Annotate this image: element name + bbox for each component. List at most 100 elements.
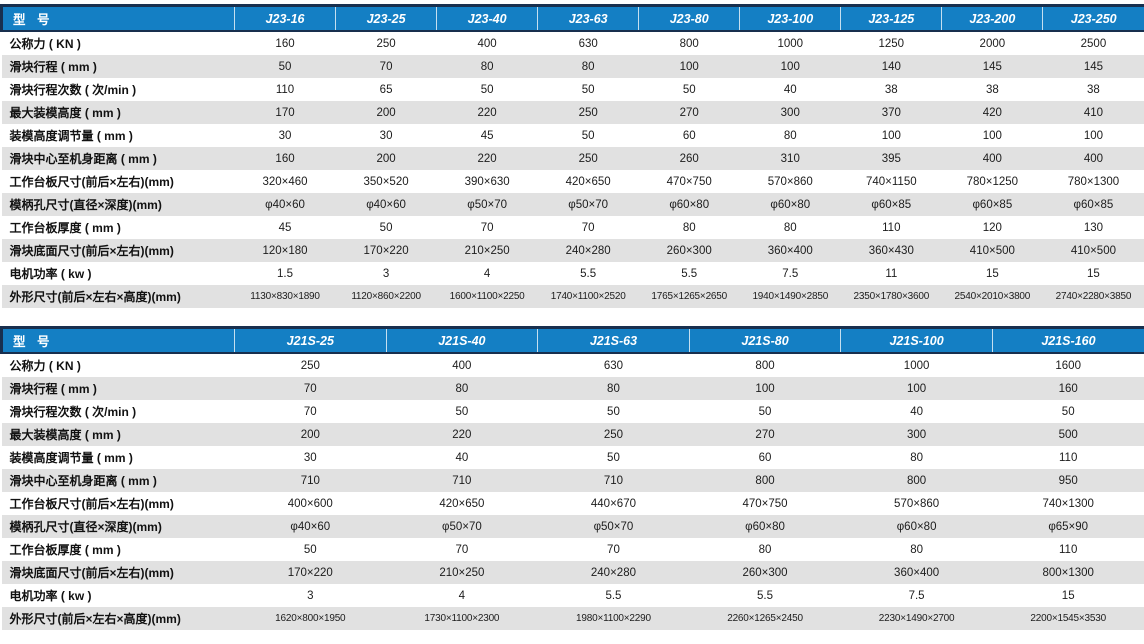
spec-cell: 200 <box>335 101 437 124</box>
spec-cell: 170×220 <box>335 239 437 262</box>
spec-cell: 7.5 <box>739 262 841 285</box>
spec-cell: 3 <box>335 262 437 285</box>
spec-cell: 145 <box>1042 55 1144 78</box>
spec-cell: 470×750 <box>689 492 841 515</box>
row-label: 公称力 ( KN ) <box>1 353 235 377</box>
row-label: 装模高度调节量 ( mm ) <box>1 446 235 469</box>
table-row: 滑块底面尺寸(前后×左右)(mm) 120×180 170×220 210×250 24… <box>1 239 1144 262</box>
spec-cell: 320×460 <box>234 170 336 193</box>
table-row: 滑块中心至机身距离 ( mm ) 160 200 220 250 260 310 395 400… <box>1 147 1144 170</box>
spec-cell: 270 <box>638 101 740 124</box>
spec-cell: 50 <box>386 400 538 423</box>
spec-cell: 250 <box>234 353 387 377</box>
spec-cell: 160 <box>992 377 1144 400</box>
column-header-j23-25: J23-25 <box>335 4 437 32</box>
spec-cell: 210×250 <box>386 561 538 584</box>
spec-cell: 5.5 <box>537 584 690 607</box>
spec-cell: 360×400 <box>840 561 993 584</box>
table-row: 电机功率 ( kw ) 1.5 3 4 5.5 5.5 7.5 11 15 15 <box>1 262 1144 285</box>
spec-cell: 50 <box>234 538 387 561</box>
spec-cell: 780×1250 <box>941 170 1043 193</box>
spec-cell: 570×860 <box>739 170 841 193</box>
row-label: 滑块底面尺寸(前后×左右)(mm) <box>1 561 235 584</box>
spec-cell: 2350×1780×3600 <box>840 285 942 308</box>
spec-cell: 70 <box>537 216 639 239</box>
spec-cell: 110 <box>992 538 1144 561</box>
spec-cell: 390×630 <box>436 170 538 193</box>
spec-cell: 100 <box>739 55 841 78</box>
spec-cell: 160 <box>234 147 336 170</box>
spec-cell: 160 <box>234 31 336 55</box>
row-label: 工作台板厚度 ( mm ) <box>1 538 235 561</box>
spec-cell: 11 <box>840 262 942 285</box>
spec-cell: 220 <box>436 101 538 124</box>
j23-spec-table: 型 号 J23-16 J23-25 J23-40 J23-63 J23-80 J23-100… <box>0 4 1144 308</box>
spec-cell: 70 <box>335 55 437 78</box>
spec-cell: 210×250 <box>436 239 538 262</box>
table-row: 公称力 ( KN ) 250 400 630 800 1000 1600 <box>1 353 1144 377</box>
column-header-j21s-160: J21S-160 <box>991 326 1144 354</box>
spec-cell: 800 <box>840 469 993 492</box>
spec-cell: 710 <box>537 469 690 492</box>
row-label: 外形尺寸(前后×左右×高度)(mm) <box>1 607 235 630</box>
spec-cell: 250 <box>537 147 639 170</box>
spec-cell: 400 <box>941 147 1043 170</box>
spec-cell: 65 <box>335 78 437 101</box>
spec-cell: φ40×60 <box>234 515 387 538</box>
spec-cell: 310 <box>739 147 841 170</box>
spec-cell: 740×1300 <box>992 492 1144 515</box>
spec-cell: 410×500 <box>1042 239 1144 262</box>
table-row: 公称力 ( KN ) 160 250 400 630 800 1000 1250 2000 250… <box>1 31 1144 55</box>
spec-cell: 1250 <box>840 31 942 55</box>
spec-cell: 360×400 <box>739 239 841 262</box>
spec-cell: 440×670 <box>537 492 690 515</box>
spec-cell: 1000 <box>840 353 993 377</box>
table-row: 滑块行程次数 ( 次/min ) 70 50 50 50 40 50 <box>1 400 1144 423</box>
spec-cell: 780×1300 <box>1042 170 1144 193</box>
spec-cell: 1980×1100×2290 <box>537 607 690 630</box>
spec-cell: φ40×60 <box>234 193 336 216</box>
spec-cell: 15 <box>941 262 1043 285</box>
spec-cell: 60 <box>638 124 740 147</box>
spec-cell: 50 <box>537 400 690 423</box>
spec-cell: 1130×830×1890 <box>234 285 336 308</box>
table-row: 滑块中心至机身距离 ( mm ) 710 710 710 800 800 950 <box>1 469 1144 492</box>
spec-cell: 40 <box>386 446 538 469</box>
spec-cell: 400 <box>436 31 538 55</box>
spec-cell: 15 <box>992 584 1144 607</box>
spec-cell: 110 <box>992 446 1144 469</box>
row-label: 工作台板尺寸(前后×左右)(mm) <box>1 170 235 193</box>
row-label: 装模高度调节量 ( mm ) <box>1 124 235 147</box>
spec-cell: 1120×860×2200 <box>335 285 437 308</box>
spec-cell: 80 <box>537 55 639 78</box>
spec-cell: 800×1300 <box>992 561 1144 584</box>
spec-cell: 50 <box>234 55 336 78</box>
spec-cell: 7.5 <box>840 584 993 607</box>
spec-cell: 50 <box>992 400 1144 423</box>
spec-cell: 350×520 <box>335 170 437 193</box>
row-label: 电机功率 ( kw ) <box>1 584 235 607</box>
table-row: 电机功率 ( kw ) 3 4 5.5 5.5 7.5 15 <box>1 584 1144 607</box>
spec-cell: 80 <box>739 124 841 147</box>
spec-cell: 220 <box>386 423 538 446</box>
spec-cell: 100 <box>840 124 942 147</box>
spec-cell: φ65×90 <box>992 515 1144 538</box>
spec-cell: 470×750 <box>638 170 740 193</box>
spec-cell: 40 <box>739 78 841 101</box>
spec-cell: 370 <box>840 101 942 124</box>
spec-cell: 2540×2010×3800 <box>941 285 1043 308</box>
table-row: 工作台板尺寸(前后×左右)(mm) 320×460 350×520 390×630 42… <box>1 170 1144 193</box>
model-header-cell: 型 号 <box>0 326 235 354</box>
spec-cell: 200 <box>335 147 437 170</box>
spec-cell: 2200×1545×3530 <box>992 607 1144 630</box>
spec-cell: 260×300 <box>638 239 740 262</box>
table-row: 模柄孔尺寸(直径×深度)(mm) φ40×60 φ50×70 φ50×70 φ60×80… <box>1 515 1144 538</box>
row-label: 最大装模高度 ( mm ) <box>1 423 235 446</box>
spec-cell: 50 <box>436 78 538 101</box>
spec-cell: 70 <box>234 377 387 400</box>
spec-cell: 4 <box>436 262 538 285</box>
spec-cell: 120 <box>941 216 1043 239</box>
row-label: 滑块中心至机身距离 ( mm ) <box>1 147 235 170</box>
spec-cell: 50 <box>335 216 437 239</box>
spec-cell: 50 <box>638 78 740 101</box>
